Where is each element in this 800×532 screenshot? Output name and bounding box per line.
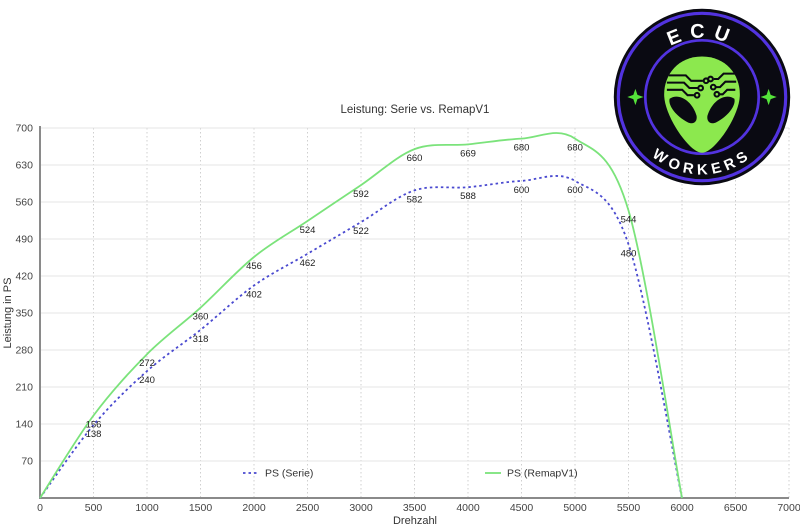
legend-label: PS (Serie) xyxy=(265,468,313,480)
point-value-label: 522 xyxy=(353,226,369,237)
y-axis-title: Leistung in PS xyxy=(2,278,14,349)
series-line-remap xyxy=(39,132,683,499)
x-tick-label: 500 xyxy=(85,502,103,514)
y-tick-label: 70 xyxy=(21,456,33,468)
point-value-label: 402 xyxy=(246,290,262,301)
x-tick-label: 6000 xyxy=(670,502,694,514)
star-left-icon xyxy=(627,88,644,106)
point-value-label: 138 xyxy=(86,429,102,440)
point-value-label: 360 xyxy=(193,312,209,323)
x-tick-label: 2500 xyxy=(296,502,320,514)
point-value-label: 680 xyxy=(514,143,530,154)
x-tick-label: 3000 xyxy=(349,502,373,514)
badge-inner-ring xyxy=(643,38,761,156)
y-tick-label: 560 xyxy=(15,197,33,209)
point-value-label: 156 xyxy=(86,420,102,431)
legend-item-serie[interactable]: PS (Serie) xyxy=(243,468,313,480)
x-tick-label: 1500 xyxy=(189,502,213,514)
y-tick-label: 140 xyxy=(15,419,33,431)
point-value-label: 240 xyxy=(139,375,155,386)
ecu-workers-logo: ECU WORKERS xyxy=(613,8,791,186)
alien-eye-right-icon xyxy=(707,96,735,124)
point-value-label: 588 xyxy=(460,191,476,202)
point-value-label: 582 xyxy=(407,194,423,205)
y-tick-label: 490 xyxy=(15,234,33,246)
x-tick-label: 1000 xyxy=(135,502,159,514)
x-tick-label: 0 xyxy=(37,502,43,514)
point-value-label: 680 xyxy=(567,143,583,154)
point-value-label: 592 xyxy=(353,189,369,200)
y-tick-label: 700 xyxy=(15,123,33,135)
x-tick-label: 7000 xyxy=(777,502,800,514)
y-tick-label: 210 xyxy=(15,382,33,394)
y-tick-label: 630 xyxy=(15,160,33,172)
x-tick-label: 4500 xyxy=(510,502,534,514)
x-tick-label: 3500 xyxy=(403,502,427,514)
x-axis-title: Drehzahl xyxy=(393,515,437,527)
legend-item-remap[interactable]: PS (RemapV1) xyxy=(485,468,578,480)
y-tick-label: 280 xyxy=(15,345,33,357)
badge-outer-ring xyxy=(616,11,788,183)
chart-title: Leistung: Serie vs. RemapV1 xyxy=(341,104,490,116)
x-tick-label: 5500 xyxy=(617,502,641,514)
y-tick-label: 350 xyxy=(15,308,33,320)
point-value-label: 318 xyxy=(193,334,209,345)
point-value-label: 600 xyxy=(567,185,583,196)
point-value-label: 462 xyxy=(300,258,316,269)
y-tick-label: 420 xyxy=(15,271,33,283)
x-tick-label: 2000 xyxy=(242,502,266,514)
point-value-label: 660 xyxy=(407,153,423,164)
series-line-serie xyxy=(39,175,683,499)
point-value-label: 544 xyxy=(621,214,637,225)
point-value-label: 600 xyxy=(514,185,530,196)
point-value-label: 669 xyxy=(460,148,476,159)
point-value-label: 272 xyxy=(139,358,155,369)
alien-eye-left-icon xyxy=(669,96,697,124)
legend-label: PS (RemapV1) xyxy=(507,468,578,480)
alien-head-icon xyxy=(664,56,740,153)
star-right-icon xyxy=(760,88,777,106)
point-value-label: 480 xyxy=(621,248,637,259)
point-value-label: 524 xyxy=(300,225,316,236)
circuit-traces-icon xyxy=(666,72,737,99)
x-tick-label: 5000 xyxy=(563,502,587,514)
x-tick-label: 4000 xyxy=(456,502,480,514)
x-tick-label: 6500 xyxy=(724,502,748,514)
point-value-label: 456 xyxy=(246,261,262,272)
